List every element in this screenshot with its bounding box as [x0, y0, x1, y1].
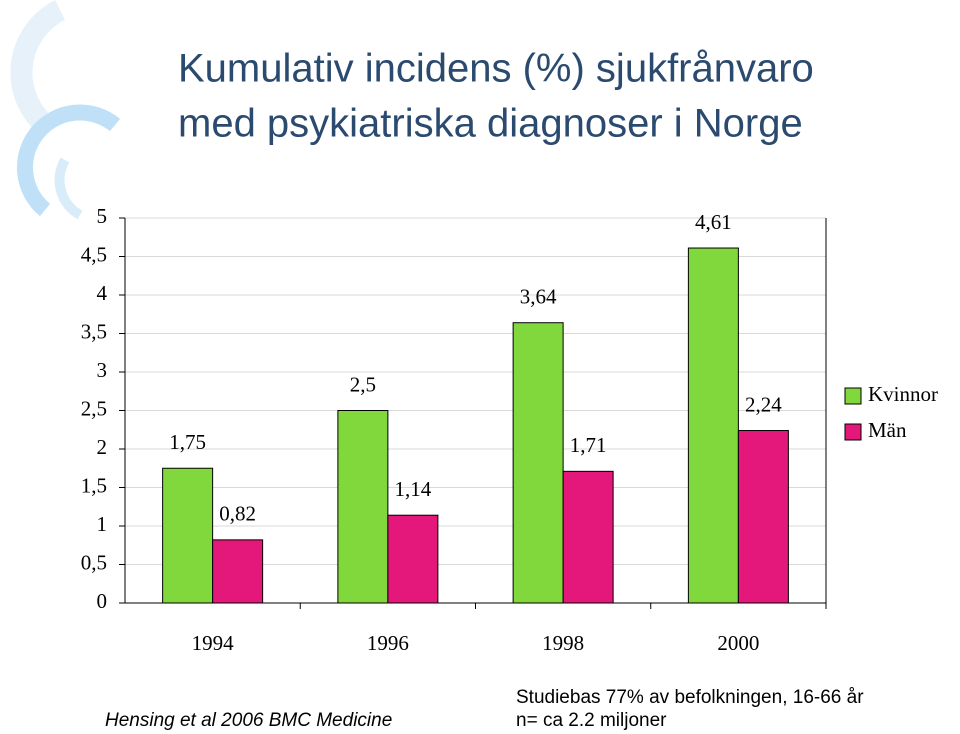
data-label: 3,64: [520, 285, 557, 309]
annotation: n= ca 2.2 miljoner: [516, 710, 667, 731]
bar: [212, 539, 264, 604]
y-tick-label: 0: [97, 589, 108, 613]
bar: [562, 470, 614, 604]
decoration: [10, 0, 121, 220]
data-label: 0,82: [219, 502, 256, 526]
data-label: 2,5: [350, 372, 376, 396]
data-label: 1,14: [395, 477, 432, 501]
y-tick-label: 4: [97, 281, 108, 305]
y-tick-label: 3,5: [81, 319, 107, 343]
y-tick-label: 4,5: [81, 242, 107, 266]
y-tick-label: 1: [97, 512, 108, 536]
data-label: 1,71: [570, 433, 607, 457]
data-label: 4,61: [695, 210, 732, 234]
annotation: Hensing et al 2006 BMC Medicine: [105, 710, 392, 731]
y-tick-label: 3: [97, 358, 108, 382]
x-tick-label: 1998: [542, 631, 584, 655]
bar: [337, 410, 389, 604]
x-tick-label: 1994: [192, 631, 235, 655]
legend-label: Kvinnor: [868, 382, 938, 406]
bar: [162, 467, 214, 604]
bar: [737, 430, 789, 604]
chart-title: Kumulativ incidens (%) sjukfrånvaro: [178, 47, 814, 91]
bar: [687, 247, 739, 604]
x-tick-label: 2000: [717, 631, 759, 655]
annotation: Studiebas 77% av befolkningen, 16-66 år: [516, 687, 864, 708]
legend-swatch: [844, 387, 862, 405]
legend-label: Män: [868, 418, 907, 442]
y-tick-label: 2: [97, 435, 108, 459]
x-tick-label: 1996: [367, 631, 409, 655]
y-tick-label: 5: [97, 204, 108, 228]
legend-swatch: [844, 423, 862, 441]
y-tick-label: 0,5: [81, 550, 107, 574]
y-tick-label: 2,5: [81, 396, 107, 420]
data-label: 2,24: [745, 392, 782, 416]
bar: [387, 514, 439, 604]
y-tick-label: 1,5: [81, 473, 107, 497]
bar: [512, 322, 564, 604]
chart-title: med psykiatriska diagnoser i Norge: [178, 102, 803, 146]
data-label: 1,75: [169, 430, 206, 454]
